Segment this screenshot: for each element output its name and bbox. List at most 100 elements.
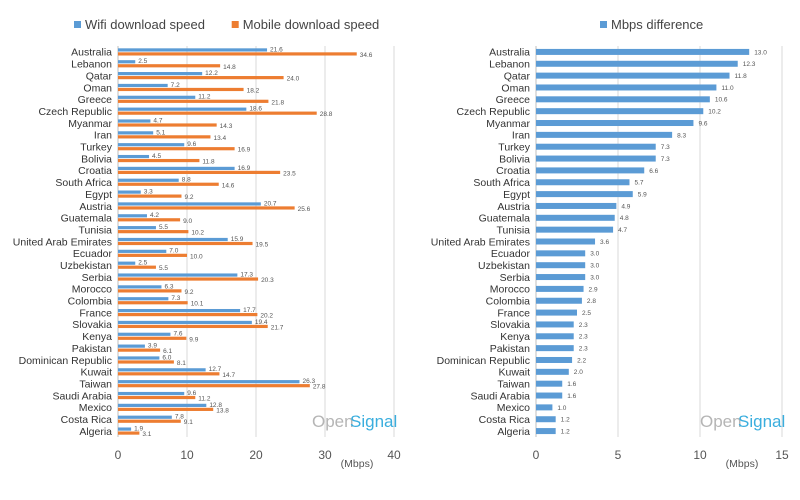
category-label: Mexico <box>79 402 112 414</box>
category-label: Uzbekistan <box>478 260 530 272</box>
data-label-difference: 7.3 <box>661 144 670 151</box>
bar-mobile <box>118 277 259 281</box>
data-label-wifi: 9.6 <box>187 390 196 397</box>
data-label-mobile: 10.1 <box>191 301 204 308</box>
category-label: Ecuador <box>73 248 113 260</box>
bar-mobile <box>118 230 189 234</box>
bar-wifi <box>118 308 241 313</box>
category-label: Australia <box>489 47 530 59</box>
data-label-wifi: 12.2 <box>205 70 218 77</box>
bar-difference <box>536 155 656 162</box>
bar-mobile <box>118 194 182 198</box>
bar-difference <box>536 309 577 316</box>
bar-difference <box>536 321 574 328</box>
data-label-wifi: 26.3 <box>302 378 315 385</box>
data-label-mobile: 11.8 <box>202 159 215 166</box>
bar-difference <box>536 202 617 209</box>
data-label-wifi: 17.3 <box>240 271 253 278</box>
bar-wifi <box>118 368 206 372</box>
bar-mobile <box>118 52 357 56</box>
bar-difference <box>536 274 586 281</box>
data-label-difference: 5.9 <box>638 192 647 199</box>
bar-wifi <box>118 190 141 194</box>
bar-mobile <box>118 384 310 388</box>
bar-mobile <box>118 99 269 103</box>
data-label-mobile: 24.0 <box>287 76 300 83</box>
data-label-wifi: 6.3 <box>164 283 173 290</box>
category-label: Saudi Arabia <box>470 390 530 402</box>
data-label-difference: 10.2 <box>708 109 721 116</box>
category-label: Algeria <box>497 426 530 438</box>
bar-mobile <box>118 170 281 175</box>
data-label-difference: 13.0 <box>754 49 767 56</box>
bar-difference <box>536 428 556 435</box>
data-label-wifi: 20.7 <box>264 200 277 207</box>
data-label-mobile: 9.1 <box>184 419 193 426</box>
category-label: Iran <box>94 130 112 142</box>
x-unit-label: (Mbps) <box>341 458 374 470</box>
bar-mobile <box>118 336 187 340</box>
data-label-difference: 1.6 <box>567 393 576 400</box>
category-label: Qatar <box>504 70 531 82</box>
category-label: Serbia <box>500 272 531 284</box>
bar-wifi <box>118 427 132 431</box>
bar-difference <box>536 368 569 375</box>
category-label: United Arab Emirates <box>431 236 530 248</box>
data-label-mobile: 13.8 <box>216 407 229 414</box>
category-label: Bolivia <box>499 153 530 165</box>
legend-swatch <box>74 21 81 28</box>
bar-difference <box>536 392 563 399</box>
bar-wifi <box>118 249 167 253</box>
legend-label: Mbps difference <box>611 17 703 32</box>
data-label-wifi: 19.4 <box>255 319 268 326</box>
data-label-wifi: 7.6 <box>173 331 182 338</box>
bar-wifi <box>118 403 207 407</box>
x-tick-label: 0 <box>533 448 540 462</box>
bar-difference <box>536 96 710 103</box>
data-label-difference: 2.0 <box>574 369 583 376</box>
data-label-difference: 2.8 <box>587 298 596 305</box>
data-label-difference: 4.9 <box>621 203 630 210</box>
bar-wifi <box>118 95 196 99</box>
category-label: Pakistan <box>72 343 112 355</box>
category-label: Dominican Republic <box>19 355 112 367</box>
data-label-difference: 2.2 <box>577 357 586 364</box>
data-label-wifi: 21.6 <box>270 46 283 53</box>
data-label-difference: 11.0 <box>721 85 734 92</box>
bar-difference <box>536 72 730 79</box>
data-label-difference: 1.0 <box>557 405 566 412</box>
watermark-part1: Open <box>312 412 354 431</box>
bar-mobile <box>118 407 214 411</box>
bar-difference <box>536 120 694 127</box>
data-label-mobile: 25.6 <box>298 206 311 213</box>
data-label-wifi: 18.6 <box>249 106 262 113</box>
bar-wifi <box>118 380 300 384</box>
x-tick-label: 10 <box>180 448 194 462</box>
bar-difference <box>536 60 738 67</box>
bar-wifi <box>118 214 147 218</box>
category-label: Morocco <box>72 284 112 296</box>
category-label: Slovakia <box>490 319 530 331</box>
legend-label: Wifi download speed <box>85 17 205 32</box>
bar-wifi <box>118 119 151 123</box>
data-label-mobile: 13.4 <box>213 135 226 142</box>
watermark-part2: Signal <box>350 412 397 431</box>
data-label-mobile: 20.2 <box>260 313 273 320</box>
bar-mobile <box>118 431 140 435</box>
category-label: Pakistan <box>490 343 530 355</box>
bar-difference <box>536 345 574 352</box>
bar-mobile <box>118 395 196 400</box>
category-label: Costa Rica <box>61 414 113 426</box>
bar-mobile <box>118 182 219 186</box>
data-label-mobile: 18.2 <box>247 87 260 94</box>
data-label-difference: 12.3 <box>743 61 756 68</box>
category-label: Lebanon <box>489 59 530 71</box>
category-label: Algeria <box>79 426 112 438</box>
data-label-mobile: 14.6 <box>222 182 235 189</box>
bar-mobile <box>118 360 174 364</box>
bar-wifi <box>118 131 154 135</box>
data-label-difference: 11.8 <box>735 73 748 80</box>
data-label-wifi: 7.3 <box>171 295 180 302</box>
data-label-wifi: 16.9 <box>238 165 251 172</box>
opensignal-watermark-left: Open Signal <box>312 412 397 431</box>
